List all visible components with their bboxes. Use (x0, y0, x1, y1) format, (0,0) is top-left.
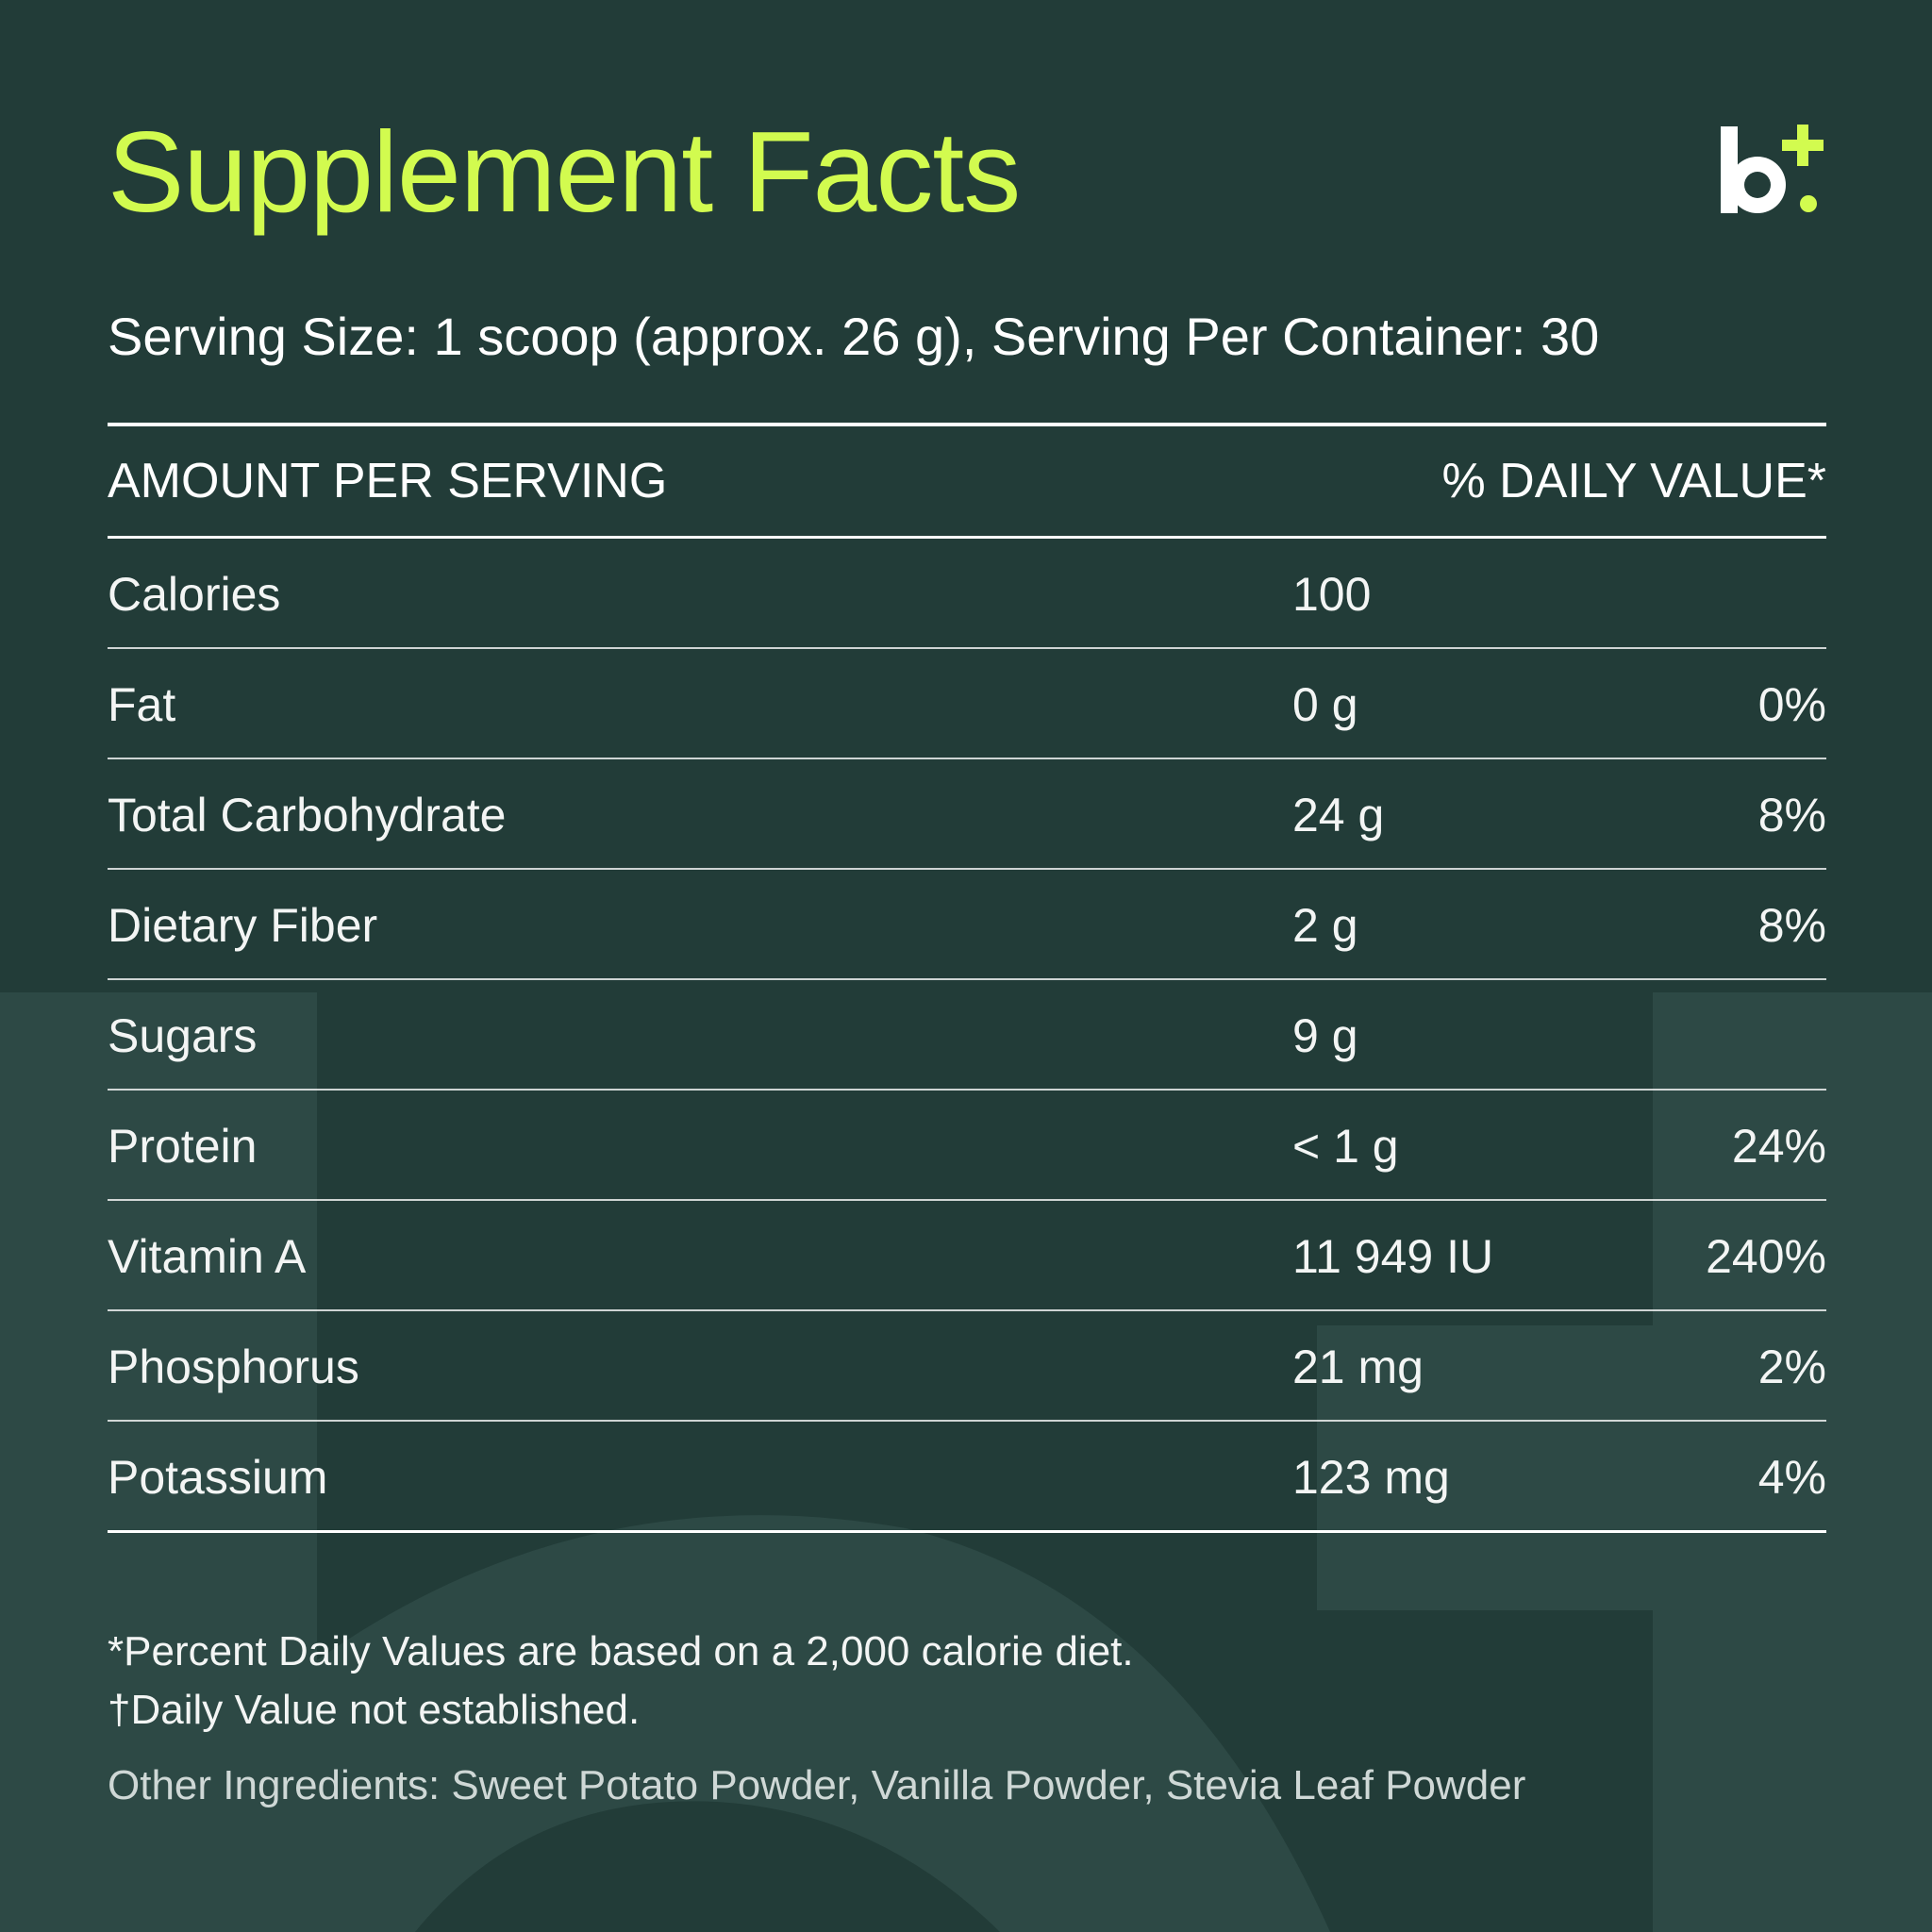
nutrient-name: Phosphorus (108, 1341, 359, 1393)
table-row: Potassium 123 mg 4% (108, 1422, 1826, 1533)
table-row: Protein < 1 g 24% (108, 1091, 1826, 1201)
daily-value-header: % DAILY VALUE* (1441, 454, 1826, 508)
nutrient-amount: 11 949 IU (1292, 1230, 1494, 1283)
nutrient-amount: 24 g (1292, 789, 1385, 841)
nutrient-amount: 100 (1292, 568, 1372, 621)
nutrient-amount: 2 g (1292, 899, 1358, 952)
nutrient-name: Potassium (108, 1451, 328, 1504)
table-row: Sugars 9 g (108, 980, 1826, 1091)
nutrient-name: Dietary Fiber (108, 899, 378, 952)
nutrition-table: AMOUNT PER SERVING % DAILY VALUE* Calori… (108, 423, 1826, 1533)
nutrient-daily-value: 8% (1757, 899, 1826, 952)
brand-letter-b-icon (1721, 126, 1786, 213)
daily-value-footnote: *Percent Daily Values are based on a 2,0… (108, 1628, 1134, 1674)
table-row: Total Carbohydrate 24 g 8% (108, 759, 1826, 870)
plus-icon (1782, 125, 1824, 212)
nutrient-daily-value: 240% (1706, 1230, 1826, 1283)
table-header: AMOUNT PER SERVING % DAILY VALUE* (108, 426, 1826, 539)
nutrient-daily-value: 4% (1757, 1451, 1826, 1504)
table-row: Phosphorus 21 mg 2% (108, 1311, 1826, 1422)
serving-info: Serving Size: 1 scoop (approx. 26 g), Se… (108, 307, 1600, 366)
nutrient-amount: 123 mg (1292, 1451, 1450, 1504)
nutrient-amount: 21 mg (1292, 1341, 1424, 1393)
nutrient-name: Sugars (108, 1009, 258, 1062)
footnotes: *Percent Daily Values are based on a 2,0… (108, 1623, 1134, 1740)
nutrient-name: Protein (108, 1120, 258, 1173)
amount-per-serving-header: AMOUNT PER SERVING (108, 454, 668, 508)
nutrient-amount: 0 g (1292, 678, 1358, 731)
nutrient-name: Calories (108, 568, 281, 621)
nutrient-name: Fat (108, 678, 176, 731)
not-established-footnote: †Daily Value not established. (108, 1687, 641, 1733)
nutrient-name: Total Carbohydrate (108, 789, 507, 841)
nutrient-daily-value: 8% (1757, 789, 1826, 841)
page-title: Supplement Facts (108, 108, 1021, 236)
nutrient-daily-value: 2% (1757, 1341, 1826, 1393)
nutrient-daily-value: 0% (1757, 678, 1826, 731)
other-ingredients: Other Ingredients: Sweet Potato Powder, … (108, 1762, 1526, 1808)
table-row: Calories 100 (108, 539, 1826, 649)
nutrient-name: Vitamin A (108, 1230, 307, 1283)
brand-logo (1721, 125, 1824, 213)
nutrient-amount: < 1 g (1292, 1120, 1399, 1173)
table-row: Fat 0 g 0% (108, 649, 1826, 759)
nutrient-daily-value: 24% (1731, 1120, 1826, 1173)
table-row: Vitamin A 11 949 IU 240% (108, 1201, 1826, 1311)
nutrient-amount: 9 g (1292, 1009, 1358, 1062)
table-row: Dietary Fiber 2 g 8% (108, 870, 1826, 980)
